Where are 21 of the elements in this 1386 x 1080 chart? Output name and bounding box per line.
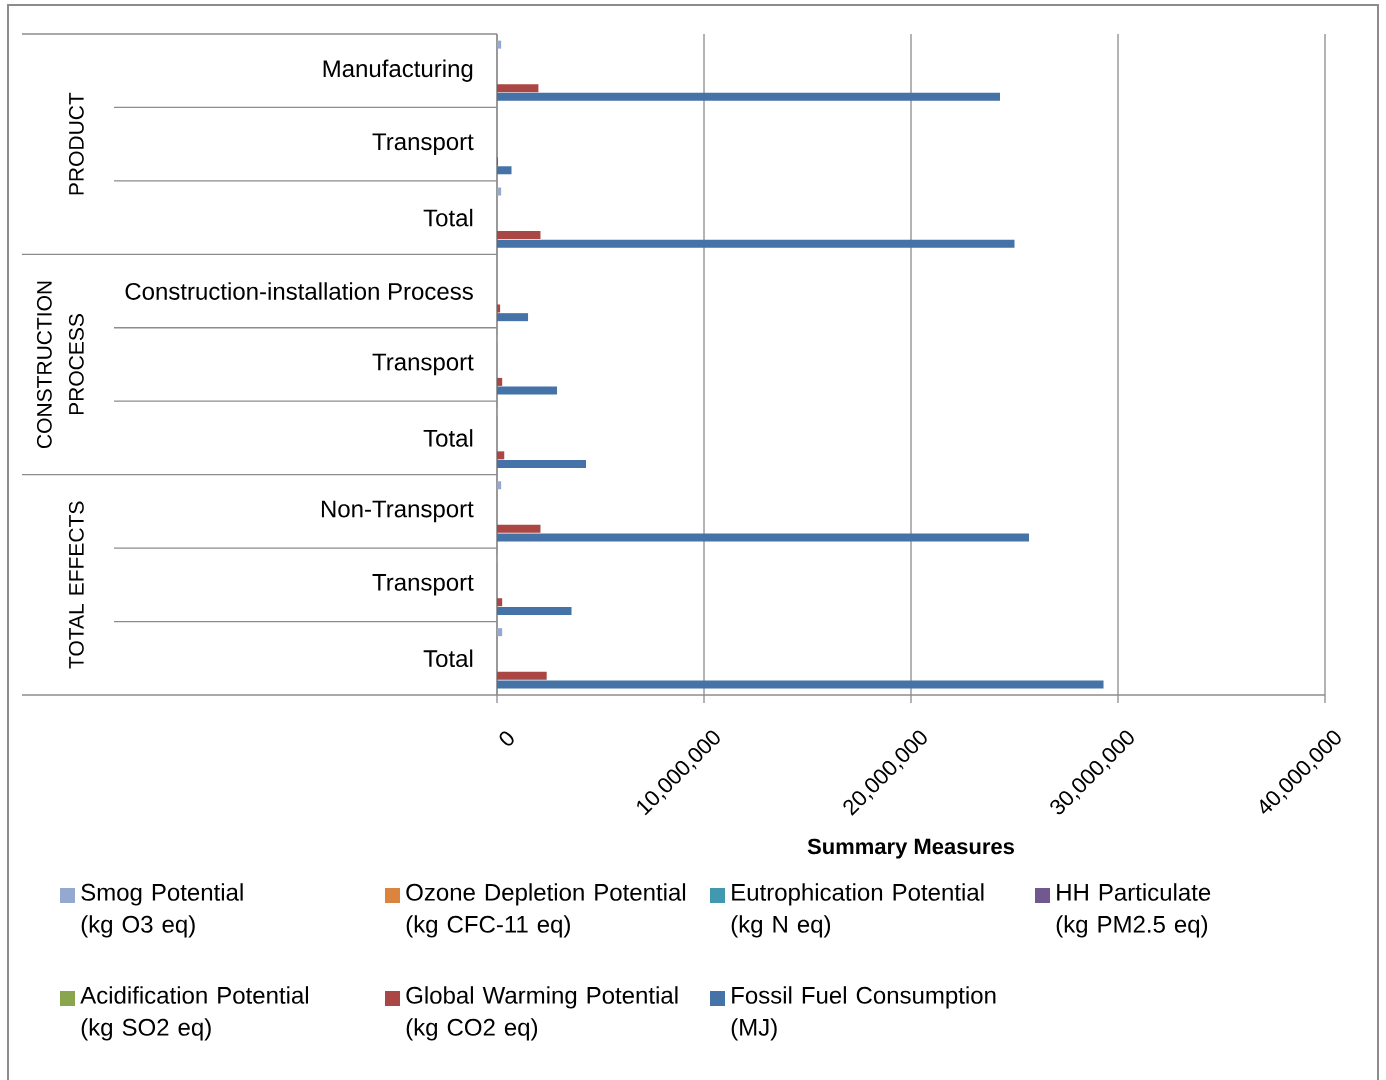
text: PRODUCT bbox=[68, 92, 84, 195]
y-tick-label: Construction-installation Process bbox=[125, 282, 473, 300]
legend-label: HH Particulate (kg PM2.5 eq) bbox=[1056, 883, 1211, 938]
y-tick-label: Transport bbox=[372, 574, 474, 596]
y-tick-label: Manufacturing bbox=[323, 59, 473, 82]
legend-label: Ozone Depletion Potential (kg CFC-11 eq) bbox=[406, 883, 686, 938]
x-axis-title: Summary Measures bbox=[807, 838, 1015, 859]
y-tick-label: Total bbox=[423, 649, 473, 668]
legend-label: Smog Potential (kg O3 eq) bbox=[81, 883, 243, 938]
y-tick-label: Transport bbox=[372, 133, 474, 155]
text: CONSTRUCTION PROCESS bbox=[36, 281, 84, 449]
legend-label: Eutrophication Potential (kg N eq) bbox=[731, 883, 984, 938]
legend-label: Global Warming Potential (kg CO2 eq) bbox=[406, 986, 678, 1041]
legend-label: Acidification Potential (kg SO2 eq) bbox=[80, 986, 309, 1041]
y-tick-label: Transport bbox=[372, 353, 474, 376]
y-tick-label: Total bbox=[423, 208, 473, 227]
text: TOTAL EFFECTS bbox=[68, 501, 84, 669]
y-tick-label: Total bbox=[423, 429, 473, 447]
legend-label: Fossil Fuel Consumption (MJ) bbox=[731, 986, 996, 1041]
y-tick-label: Non-Transport bbox=[321, 500, 474, 523]
x-tick-label: 0 bbox=[499, 731, 514, 746]
